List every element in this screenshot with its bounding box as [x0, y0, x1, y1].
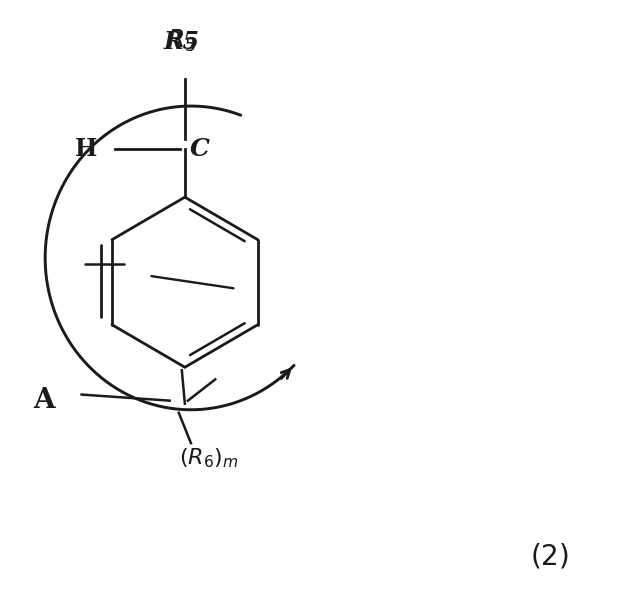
- Text: H: H: [75, 137, 97, 161]
- Text: R5: R5: [164, 31, 200, 55]
- Text: $(R_6)_m$: $(R_6)_m$: [180, 446, 239, 470]
- Text: C: C: [190, 137, 210, 161]
- Text: $(2)$: $(2)$: [530, 541, 569, 570]
- Text: A: A: [33, 387, 55, 414]
- Text: $R_5$: $R_5$: [168, 28, 196, 55]
